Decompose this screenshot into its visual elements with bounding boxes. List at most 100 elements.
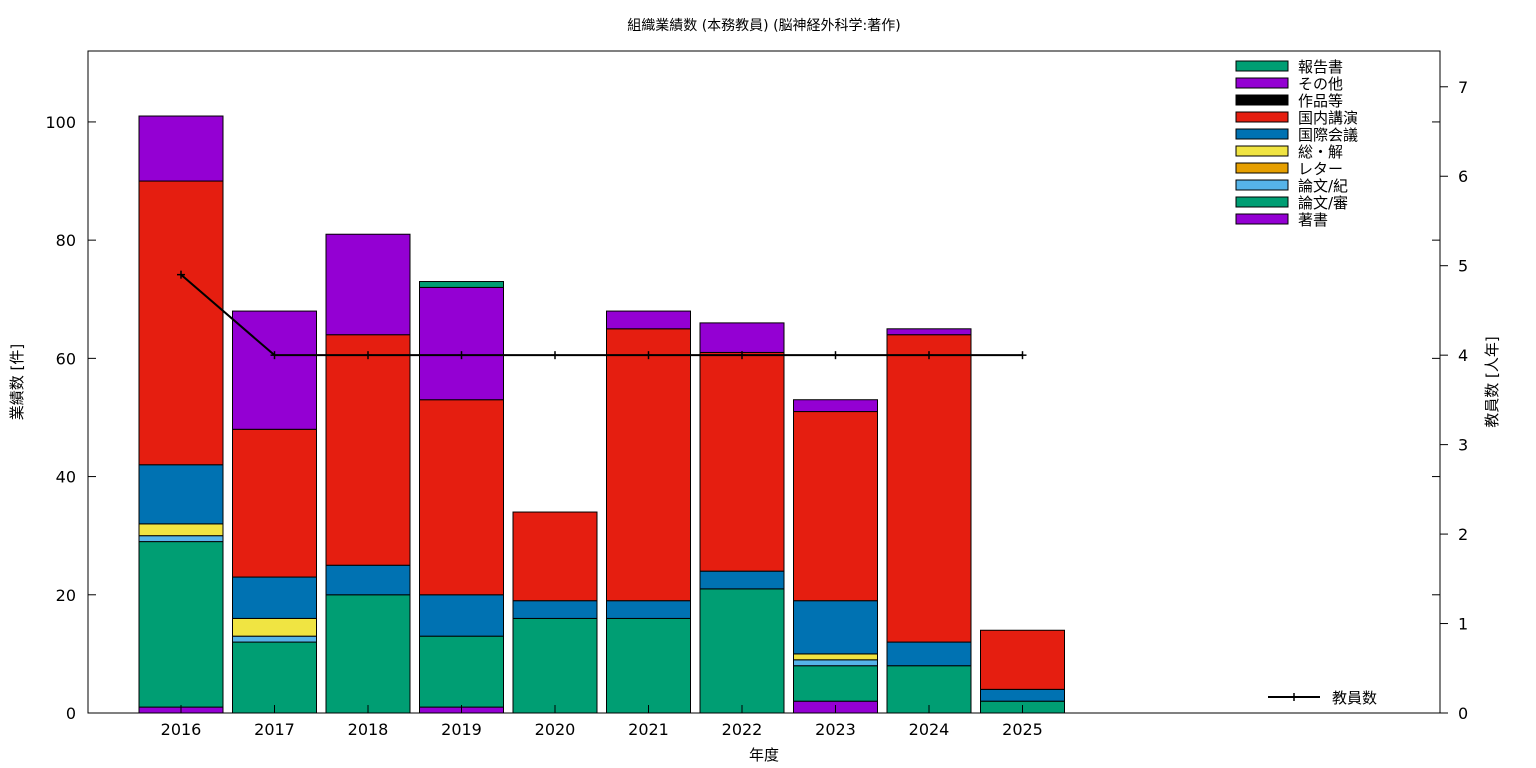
bar-segment (325, 233, 411, 336)
bar-segment (232, 635, 317, 643)
legend-label: 論文/紀 (1298, 177, 1348, 195)
y-tick-label: 20 (56, 586, 76, 605)
x-tick-label: 2016 (161, 720, 202, 739)
x-tick-label: 2017 (254, 720, 295, 739)
bar-segment (606, 600, 691, 619)
bar-segment (793, 399, 878, 413)
plot-frame (87, 50, 1441, 714)
line-point (925, 351, 933, 360)
legend-label: 総・解 (1298, 143, 1343, 161)
bar-segment (232, 641, 317, 714)
bar-segment (512, 600, 598, 619)
bar-segment (606, 617, 691, 714)
y2-axis-label: 教員数 [人年] (1483, 336, 1501, 427)
bar-segment (325, 334, 411, 566)
y2-tick-label: 2 (1458, 525, 1468, 544)
legend-label: 論文/審 (1298, 194, 1348, 212)
bar-segment (699, 351, 785, 572)
bar-segment (886, 641, 972, 667)
bar-segment (512, 617, 598, 714)
y-tick-label: 60 (56, 349, 76, 368)
bar-segment (606, 310, 691, 330)
bar-segment (512, 511, 598, 602)
line-point (457, 351, 466, 360)
y2-tick-label: 5 (1458, 257, 1468, 276)
legend-swatch (1235, 77, 1289, 89)
bar-segment (699, 570, 785, 590)
legend-label: 国際会議 (1298, 126, 1358, 144)
legend-swatch (1235, 60, 1289, 72)
bar-segment (793, 411, 878, 602)
bar-segment (138, 535, 224, 543)
bar-segment (419, 286, 504, 401)
bar-segment (980, 688, 1065, 702)
x-tick-label: 2024 (909, 720, 950, 739)
legend-label: その他 (1298, 75, 1343, 93)
line-point (551, 351, 559, 360)
legend-swatch (1235, 94, 1289, 106)
x-axis-label: 年度 (749, 746, 779, 764)
legend-swatch (1235, 128, 1289, 140)
legend-label: レター (1298, 160, 1343, 178)
x-tick-label: 2023 (815, 720, 856, 739)
y2-tick-label: 4 (1458, 346, 1468, 365)
bar-segment (419, 399, 504, 596)
bar-segment (138, 523, 224, 537)
bar-segment (325, 594, 411, 714)
legend-label: 報告書 (1298, 58, 1343, 76)
y2-tick-label: 3 (1458, 436, 1468, 455)
y2-tick-label: 1 (1458, 615, 1468, 634)
y-tick-label: 40 (56, 468, 76, 487)
legend-line-label: 教員数 (1332, 689, 1377, 707)
x-tick-label: 2018 (348, 720, 389, 739)
bar-segment (793, 653, 878, 661)
legend-swatch (1235, 213, 1289, 225)
bar-segment (419, 635, 504, 708)
legend-label: 作品等 (1298, 92, 1343, 110)
bar-segment (138, 541, 224, 708)
x-tick-label: 2022 (722, 720, 763, 739)
legend-swatch (1235, 111, 1289, 123)
line-point (644, 351, 653, 360)
chart-title: 組織業績数 (本務教員) (脳神経外科学:著作) (627, 18, 900, 34)
bar-segment (793, 600, 878, 655)
bar-segment (793, 665, 878, 702)
y2-tick-label: 0 (1458, 704, 1468, 723)
bar-segment (232, 617, 317, 637)
bar-segment (606, 328, 691, 602)
bars-layer (138, 115, 1065, 714)
line-point (364, 351, 372, 360)
legend-swatch (1235, 145, 1289, 157)
x-tick-label: 2021 (628, 720, 669, 739)
legend-label: 著書 (1298, 211, 1328, 229)
bar-segment (419, 281, 504, 288)
bar-segment (419, 594, 504, 637)
legend-swatch (1235, 179, 1289, 191)
bar-segment (138, 115, 224, 182)
bar-segment (886, 334, 972, 643)
bar-segment (699, 322, 785, 353)
bar-segment (793, 659, 878, 667)
y-tick-label: 80 (56, 231, 76, 250)
line-point (831, 351, 840, 360)
bar-segment (980, 629, 1065, 690)
x-tick-label: 2025 (1002, 720, 1043, 739)
bar-segment (138, 180, 224, 466)
x-tick-label: 2020 (535, 720, 576, 739)
y2-tick-label: 6 (1458, 167, 1468, 186)
bar-segment (232, 428, 317, 578)
y2-tick-label: 7 (1458, 78, 1468, 97)
bar-segment (699, 588, 785, 714)
x-tick-label: 2019 (441, 720, 482, 739)
y-tick-label: 0 (66, 704, 76, 723)
y-axis-label: 業績数 [件] (8, 344, 26, 420)
legend-label: 国内講演 (1298, 109, 1358, 127)
bar-segment (325, 564, 411, 596)
legend-swatch (1235, 196, 1289, 208)
bar-segment (138, 464, 224, 525)
line-layer (177, 270, 1027, 360)
y-tick-label: 100 (45, 113, 76, 132)
line-point (1018, 351, 1027, 360)
